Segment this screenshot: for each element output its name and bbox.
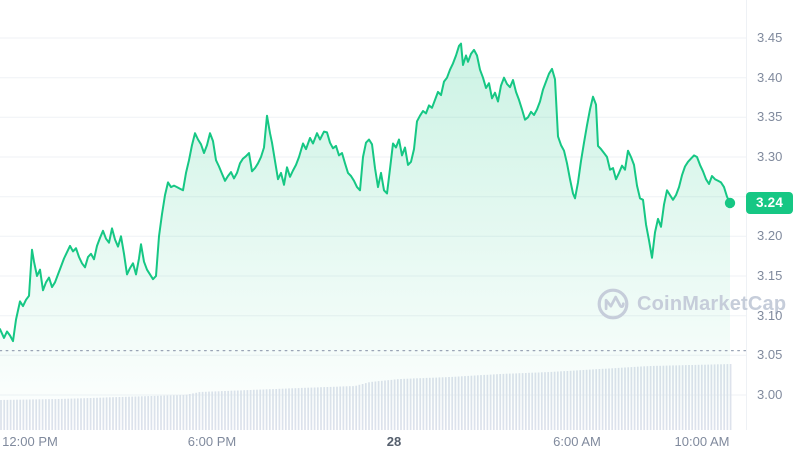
x-axis-label: 12:00 PM bbox=[2, 434, 58, 449]
coinmarketcap-logo-icon bbox=[597, 288, 629, 320]
y-axis-label: 3.00 bbox=[757, 387, 783, 402]
x-axis-label: 10:00 AM bbox=[674, 434, 730, 449]
y-axis-label: 3.05 bbox=[757, 347, 783, 362]
y-axis-label: 3.40 bbox=[757, 70, 783, 85]
y-axis-label: 3.10 bbox=[757, 308, 783, 323]
y-axis-label: 3.20 bbox=[757, 228, 783, 243]
price-line bbox=[0, 42, 731, 343]
y-axis-label: 3.35 bbox=[757, 109, 783, 124]
last-price-dot bbox=[724, 197, 736, 209]
y-axis-label: 3.15 bbox=[757, 268, 783, 283]
coinmarketcap-watermark: CoinMarketCap bbox=[596, 287, 786, 321]
y-axis-label: 3.30 bbox=[757, 149, 783, 164]
current-price-badge: 3.24 bbox=[746, 192, 793, 214]
watermark-text: CoinMarketCap bbox=[637, 292, 787, 315]
price-area-fill bbox=[0, 43, 730, 430]
x-axis-label: 6:00 PM bbox=[187, 434, 237, 449]
y-axis-label: 3.45 bbox=[757, 30, 783, 45]
x-axis-label: 6:00 AM bbox=[553, 434, 601, 449]
x-axis-label: 28 bbox=[386, 434, 402, 449]
